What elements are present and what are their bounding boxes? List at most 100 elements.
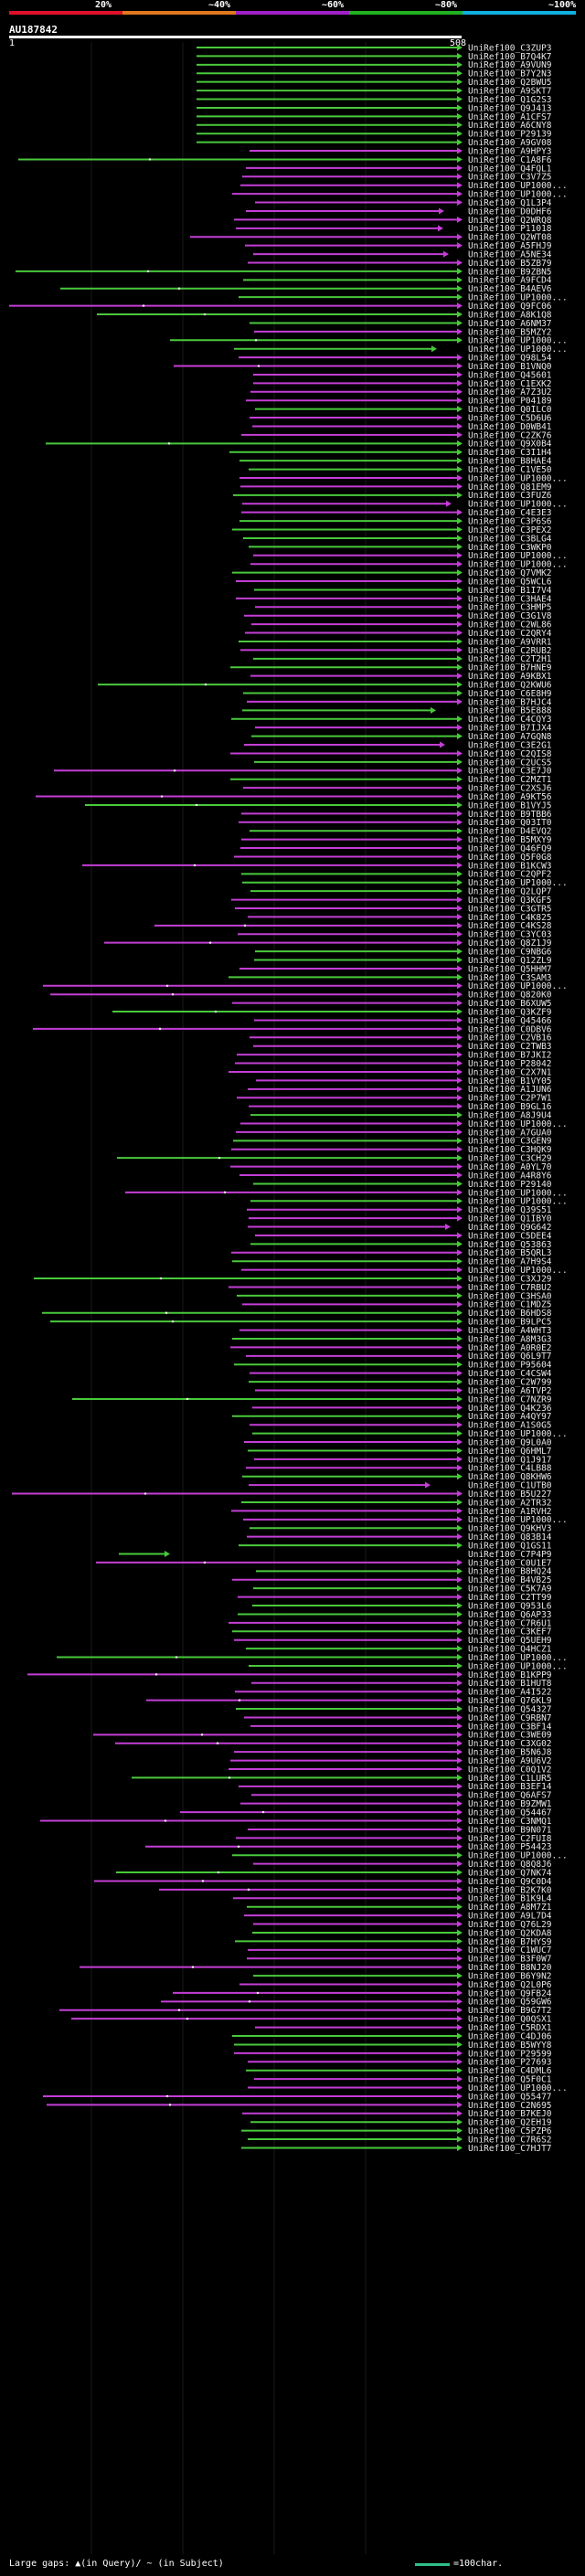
hit-label[interactable]: UniRef100_C3HMP5 xyxy=(468,603,552,613)
hit-label[interactable]: UniRef100_C3P6S6 xyxy=(468,517,552,527)
hit-label[interactable]: UniRef100_Q46FQ9 xyxy=(468,843,552,853)
hit-label[interactable]: UniRef100_C1A8F6 xyxy=(468,155,552,165)
hit-label[interactable]: UniRef100_A7Z3U2 xyxy=(468,387,552,398)
hit-row[interactable]: UniRef100_C4E3E3 xyxy=(241,508,552,518)
hit-label[interactable]: UniRef100_UP1000... xyxy=(468,500,568,510)
hit-row[interactable]: UniRef100_Q2WT08 xyxy=(190,233,552,243)
hit-label[interactable]: UniRef100_C5PZP6 xyxy=(468,2126,552,2136)
hit-row[interactable]: UniRef100_A7GQN8 xyxy=(251,732,552,742)
hit-row[interactable]: UniRef100_C3BLG4 xyxy=(243,534,552,544)
hit-row[interactable]: UniRef100_A4WHT3 xyxy=(239,1326,552,1336)
hit-row[interactable]: UniRef100_C3V7Z5 xyxy=(242,173,552,183)
hit-label[interactable]: UniRef100_C3G1V8 xyxy=(468,611,552,621)
hit-label[interactable]: UniRef100_C2T2H1 xyxy=(468,654,552,664)
hit-row[interactable]: UniRef100_C7P4P9 xyxy=(119,1550,552,1560)
hit-row[interactable]: UniRef100_C2QPF2 xyxy=(241,870,552,880)
hit-row[interactable]: UniRef100_Q54327 xyxy=(236,1704,552,1714)
hit-label[interactable]: UniRef100_B5MZY2 xyxy=(468,327,552,337)
hit-label[interactable]: UniRef100_C2XSJ6 xyxy=(468,784,552,794)
hit-row[interactable]: UniRef100_B4VB25 xyxy=(232,1575,552,1585)
hit-label[interactable]: UniRef100_UP1000... xyxy=(468,1653,568,1663)
hit-label[interactable]: UniRef100_A9VRR1 xyxy=(468,637,552,647)
hit-label[interactable]: UniRef100_B9LPC5 xyxy=(468,1318,552,1328)
hit-label[interactable]: UniRef100_Q1G2S3 xyxy=(468,95,552,105)
hit-label[interactable]: UniRef100_A4WHT3 xyxy=(468,1326,552,1336)
hit-row[interactable]: UniRef100_B7JKI2 xyxy=(237,1051,552,1061)
hit-row[interactable]: UniRef100_UP1000... xyxy=(241,1266,568,1276)
hit-row[interactable]: UniRef100_A8J9U4 xyxy=(250,1110,552,1120)
hit-row[interactable]: UniRef100_Q45466 xyxy=(254,1016,552,1026)
hit-row[interactable]: UniRef100_C5DEE4 xyxy=(255,1231,552,1241)
hit-label[interactable]: UniRef100_C1LUR5 xyxy=(468,1774,552,1784)
hit-label[interactable]: UniRef100_Q7VMK2 xyxy=(468,568,552,578)
hit-row[interactable]: UniRef100_C3PEX2 xyxy=(232,525,552,535)
hit-label[interactable]: UniRef100_C7RBU2 xyxy=(468,1283,552,1293)
hit-label[interactable]: UniRef100_UP1000... xyxy=(468,1851,568,1861)
hit-row[interactable]: UniRef100_A9SKT7 xyxy=(197,87,552,97)
hit-row[interactable]: UniRef100_C1LUR5 xyxy=(132,1774,552,1784)
hit-row[interactable]: UniRef100_A4R8Y6 xyxy=(239,1171,552,1181)
hit-label[interactable]: UniRef100_Q76KL9 xyxy=(468,1696,552,1706)
hit-label[interactable]: UniRef100_C6E8H9 xyxy=(468,689,552,699)
hit-label[interactable]: UniRef100_Q98L54 xyxy=(468,354,552,364)
hit-label[interactable]: UniRef100_A0YL70 xyxy=(468,1162,552,1172)
hit-row[interactable]: UniRef100_A7Z3U2 xyxy=(250,387,552,398)
hit-label[interactable]: UniRef100_C3HSA0 xyxy=(468,1291,552,1301)
hit-label[interactable]: UniRef100_Q2WRQ8 xyxy=(468,216,552,226)
hit-label[interactable]: UniRef100_Q6L9T7 xyxy=(468,1352,552,1362)
hit-label[interactable]: UniRef100_C7HJT7 xyxy=(468,2144,552,2154)
hit-label[interactable]: UniRef100_A9VUN9 xyxy=(468,60,552,70)
hit-label[interactable]: UniRef100_P54423 xyxy=(468,1842,552,1852)
hit-row[interactable]: UniRef100_C3HSA0 xyxy=(237,1291,552,1301)
hit-label[interactable]: UniRef100_C2P7W1 xyxy=(468,1094,552,1104)
hit-label[interactable]: UniRef100_C3KEF7 xyxy=(468,1627,552,1638)
hit-row[interactable]: UniRef100_Q4FQL1 xyxy=(246,164,552,174)
hit-row[interactable]: UniRef100_C1MDZ5 xyxy=(242,1300,552,1310)
hit-label[interactable]: UniRef100_B1I7V4 xyxy=(468,586,552,596)
hit-label[interactable]: UniRef100_C4LB88 xyxy=(468,1464,552,1474)
hit-row[interactable]: UniRef100_C2WL86 xyxy=(251,620,552,631)
hit-row[interactable]: UniRef100_C6E8H9 xyxy=(243,689,552,699)
hit-row[interactable]: UniRef100_C4DJ06 xyxy=(232,2031,552,2041)
hit-row[interactable]: UniRef100_Q9KHV3 xyxy=(250,1524,552,1534)
hit-row[interactable]: UniRef100_Q1GS11 xyxy=(239,1541,552,1551)
hit-label[interactable]: UniRef100_Q83B14 xyxy=(468,1532,552,1542)
hit-label[interactable]: UniRef100_C3V7Z5 xyxy=(468,173,552,183)
hit-row[interactable]: UniRef100_Q9FC06 xyxy=(9,302,552,312)
hit-row[interactable]: UniRef100_C1A8F6 xyxy=(18,155,552,165)
hit-label[interactable]: UniRef100_A9KBX1 xyxy=(468,672,552,682)
hit-row[interactable]: UniRef100_B7HJC4 xyxy=(247,697,552,707)
hit-label[interactable]: UniRef100_B7IJX4 xyxy=(468,724,552,734)
hit-row[interactable]: UniRef100_Q4HCZ1 xyxy=(246,1645,552,1655)
hit-row[interactable]: UniRef100_C3NMQ1 xyxy=(40,1817,552,1827)
hit-row[interactable]: UniRef100_UP1000... xyxy=(43,981,568,991)
hit-row[interactable]: UniRef100_B2K7K0 xyxy=(159,1885,552,1895)
hit-label[interactable]: UniRef100_C3HQK9 xyxy=(468,1145,552,1155)
hit-row[interactable]: UniRef100_B8NJ20 xyxy=(80,1963,552,1973)
hit-row[interactable]: UniRef100_B1VY05 xyxy=(256,1076,552,1087)
hit-row[interactable]: UniRef100_C2TT99 xyxy=(238,1593,552,1603)
hit-row[interactable]: UniRef100_D4EVQ2 xyxy=(250,827,552,837)
hit-label[interactable]: UniRef100_P29140 xyxy=(468,1180,552,1190)
hit-row[interactable]: UniRef100_Q7VMK2 xyxy=(232,568,552,578)
hit-label[interactable]: UniRef100_C2VB16 xyxy=(468,1034,552,1044)
hit-row[interactable]: UniRef100_Q76L29 xyxy=(253,1920,552,1930)
hit-row[interactable]: UniRef100_B6XUW5 xyxy=(232,999,552,1009)
hit-row[interactable]: UniRef100_Q6HML7 xyxy=(248,1447,552,1457)
hit-label[interactable]: UniRef100_B7HYS9 xyxy=(468,1937,552,1947)
hit-label[interactable]: UniRef100_C4E3E3 xyxy=(468,508,552,518)
hit-row[interactable]: UniRef100_C3KEF7 xyxy=(232,1627,552,1638)
hit-row[interactable]: UniRef100_C5RDX1 xyxy=(255,2023,552,2033)
hit-row[interactable]: UniRef100_B5N6J8 xyxy=(234,1748,552,1758)
hit-row[interactable]: UniRef100_C3E7J0 xyxy=(54,767,552,777)
hit-label[interactable]: UniRef100_A1JUN6 xyxy=(468,1085,552,1095)
hit-label[interactable]: UniRef100_C1EXK2 xyxy=(468,379,552,389)
hit-row[interactable]: UniRef100_C4DML6 xyxy=(246,2066,552,2076)
hit-row[interactable]: UniRef100_C2QIS8 xyxy=(230,749,552,759)
hit-label[interactable]: UniRef100_C7R6S2 xyxy=(468,2135,552,2145)
hit-row[interactable]: UniRef100_C3G1V8 xyxy=(244,611,552,621)
hit-row[interactable]: UniRef100_C7R6U1 xyxy=(229,1618,552,1628)
hit-row[interactable]: UniRef100_Q5F0C1 xyxy=(254,2075,552,2085)
hit-row[interactable]: UniRef100_C3SAM3 xyxy=(229,973,552,983)
hit-label[interactable]: UniRef100_C3SAM3 xyxy=(468,973,552,983)
